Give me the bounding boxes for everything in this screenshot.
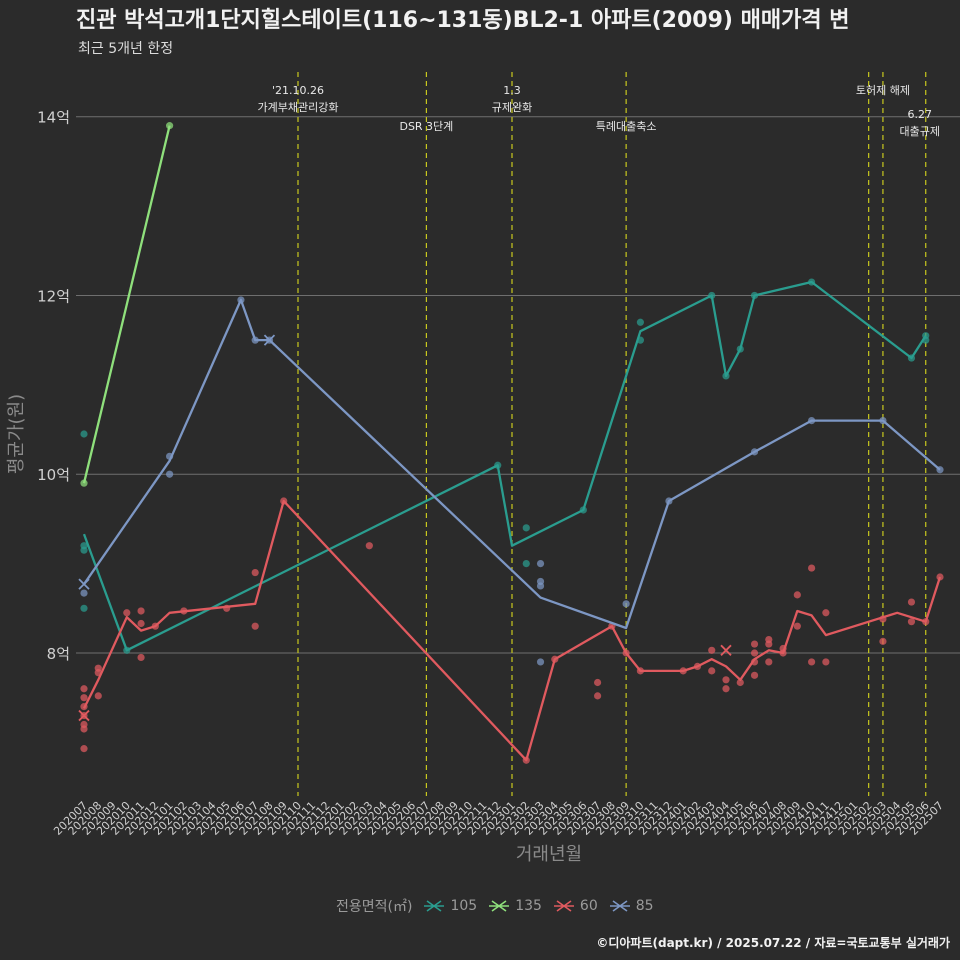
data-point-60 [708, 646, 716, 654]
data-point-60 [907, 598, 916, 606]
highlight-marker-60 [720, 644, 732, 656]
legend-item-135[interactable]: 135 [489, 898, 542, 914]
data-point-60 [765, 658, 773, 666]
data-point-60 [708, 667, 716, 675]
legend-swatch-85 [609, 900, 630, 912]
data-point-60 [94, 692, 102, 700]
event-label: 6.27 대출규제 [899, 108, 939, 138]
legend-label-135: 135 [515, 898, 542, 914]
event-label: 토허제 해제 [856, 83, 910, 97]
data-point-60 [822, 609, 830, 617]
chart-title: 진관 박석고개1단지힐스테이트(116~131동)BL2-1 아파트(2009)… [76, 8, 850, 33]
data-point-60 [808, 658, 816, 666]
data-point-60 [594, 692, 602, 700]
data-point-60 [365, 542, 373, 550]
source-caption: ©디아파트(dapt.kr) / 2025.07.22 / 자료=국토교통부 실… [596, 936, 950, 950]
legend-item-105[interactable]: 105 [424, 898, 477, 914]
y-tick-label: 8억 [47, 645, 70, 663]
data-point-60 [793, 622, 801, 630]
legend-label-60: 60 [579, 898, 598, 914]
series-line-85 [83, 298, 941, 630]
data-point-85 [536, 560, 545, 568]
legend-title: 전용면적(㎡) [336, 899, 413, 915]
data-point-60 [907, 618, 916, 626]
data-point-105 [636, 318, 645, 326]
highlight-marker-85 [78, 578, 90, 590]
data-point-60 [879, 637, 887, 645]
series-line-135 [82, 125, 171, 484]
data-point-60 [808, 564, 816, 572]
highlight-marker-85 [263, 334, 276, 346]
x-axis-title: 거래년월 [516, 844, 582, 865]
legend-label-85: 85 [635, 898, 654, 914]
data-point-60 [80, 685, 88, 693]
data-point-60 [137, 607, 145, 615]
series-line-105 [82, 280, 927, 652]
data-point-60 [251, 622, 259, 630]
data-point-60 [722, 676, 730, 684]
data-point-60 [80, 725, 88, 733]
data-point-60 [750, 640, 759, 648]
chart-subtitle: 최근 5개년 한정 [78, 41, 174, 57]
data-point-105 [80, 430, 88, 438]
series-135 [80, 122, 174, 487]
event-label: DSR 3단계 [399, 120, 453, 133]
data-point-60 [750, 649, 759, 657]
series-line-60 [82, 499, 942, 762]
series-105 [80, 278, 930, 654]
y-axis-title: 평균가(원) [6, 394, 27, 474]
legend-swatch-105 [424, 900, 445, 912]
data-point-60 [80, 745, 88, 753]
data-point-60 [822, 658, 830, 666]
legend-swatch-60 [553, 900, 574, 912]
legend-label-105: 105 [450, 898, 478, 914]
y-tick-label: 12억 [37, 287, 70, 305]
data-point-85 [166, 470, 174, 478]
series-60 [78, 497, 944, 764]
data-point-105 [522, 524, 530, 532]
data-point-60 [594, 678, 602, 687]
data-point-105 [80, 546, 88, 554]
data-point-60 [251, 568, 259, 577]
data-point-60 [736, 678, 744, 687]
data-point-85 [536, 582, 545, 590]
data-point-85 [622, 600, 630, 608]
legend-swatch-135 [489, 900, 510, 912]
data-point-85 [536, 658, 545, 666]
data-point-60 [722, 685, 730, 693]
data-point-105 [522, 560, 530, 568]
data-point-60 [137, 653, 145, 662]
data-point-60 [137, 619, 145, 628]
data-point-85 [80, 589, 88, 597]
legend-item-60[interactable]: 60 [553, 898, 598, 914]
event-label: 1.3 규제완화 [492, 84, 532, 114]
legend: 전용면적(㎡) 105 135 60 85 [336, 896, 654, 916]
y-tick-label: 14억 [37, 109, 70, 127]
data-point-105 [80, 604, 88, 612]
data-point-60 [765, 640, 773, 648]
data-point-60 [123, 609, 131, 617]
data-point-60 [793, 591, 801, 599]
event-label: 특례대출축소 [596, 120, 657, 133]
event-label: '21.10.26 가계부채관리강화 [258, 84, 339, 114]
y-tick-label: 10억 [37, 466, 70, 484]
data-point-60 [750, 671, 759, 679]
series-85 [78, 296, 944, 666]
data-point-60 [80, 694, 88, 702]
legend-item-85[interactable]: 85 [609, 898, 654, 914]
highlight-marker-60 [78, 709, 90, 722]
